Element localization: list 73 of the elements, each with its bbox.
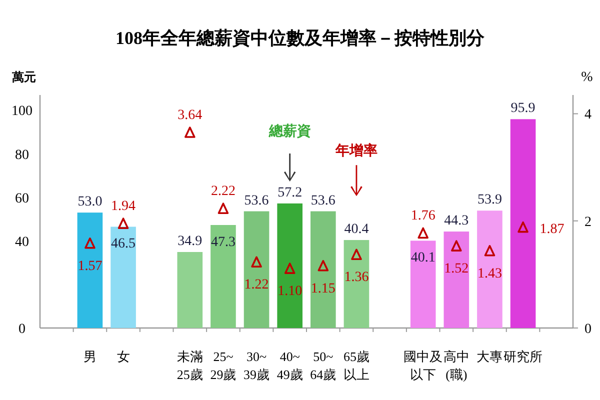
data-label: 1.76 xyxy=(410,208,436,224)
data-label: 53.9 xyxy=(477,192,502,208)
x-tick-label: 65歲以上 xyxy=(343,349,370,382)
bar xyxy=(277,203,303,328)
x-tick-label: 大專 xyxy=(476,349,503,364)
data-label: 53.6 xyxy=(244,193,269,208)
y-tick-label: 100 xyxy=(12,104,32,120)
point xyxy=(84,238,96,249)
data-label: 1.43 xyxy=(477,266,502,282)
bar xyxy=(210,225,236,328)
x-tick-label: 女 xyxy=(116,349,130,364)
x-tick-label: 高中(職) xyxy=(443,349,470,382)
bar xyxy=(510,119,536,328)
point xyxy=(518,221,528,233)
text: 總薪資 xyxy=(268,123,311,140)
x-tick-label: 30~39歲 xyxy=(244,349,270,382)
y2-axis-title: % xyxy=(581,70,594,85)
bar xyxy=(444,232,470,328)
data-label: 57.2 xyxy=(278,185,302,200)
data-label: 95.9 xyxy=(510,101,536,116)
data-label: 34.9 xyxy=(178,234,202,250)
point xyxy=(418,227,428,239)
y-tick-label: 60 xyxy=(15,191,29,206)
x-tick-label: 男 xyxy=(83,349,96,364)
point xyxy=(284,262,296,274)
bar xyxy=(310,211,336,328)
data-label: 1.15 xyxy=(310,281,336,296)
data-label: 1.57 xyxy=(78,258,102,274)
x-tick-label: 50~64歲 xyxy=(310,349,336,382)
x-tick-label: 25~29歲 xyxy=(210,349,236,382)
point xyxy=(484,245,496,256)
bar xyxy=(344,240,370,328)
y-axis-title: 萬元 xyxy=(11,70,36,84)
data-label: 1.52 xyxy=(444,262,469,277)
y2-tick-label: 0 xyxy=(584,322,592,337)
data-label: 1.10 xyxy=(278,284,302,300)
data-label: 46.5 xyxy=(111,236,136,252)
y-tick-label: 40 xyxy=(15,234,29,250)
bar xyxy=(477,210,502,328)
y-tick-label: 80 xyxy=(15,148,29,163)
y2-tick-label: 2 xyxy=(584,214,592,230)
point xyxy=(118,218,129,229)
data-label: 53.0 xyxy=(78,194,102,210)
y2-tick-label: 4 xyxy=(584,108,592,123)
data-label: 1.22 xyxy=(244,278,269,293)
data-label: 53.6 xyxy=(310,193,336,208)
data-label: 2.22 xyxy=(210,184,236,200)
data-label: 40.4 xyxy=(344,222,369,238)
bar xyxy=(77,212,103,328)
point xyxy=(251,256,262,268)
x-tick-label: 國中及以下 xyxy=(404,349,443,382)
x-tick-label: 40~49歲 xyxy=(276,349,303,382)
bar xyxy=(244,211,270,328)
bar xyxy=(177,252,203,328)
bar xyxy=(410,240,436,328)
point xyxy=(451,240,462,252)
point xyxy=(218,202,229,214)
data-label: 40.1 xyxy=(410,250,436,266)
data-label: 47.3 xyxy=(210,235,236,250)
text: 年增率 xyxy=(334,142,378,160)
chart-title: 108年全年總薪資中位數及年增率－按特性別分 xyxy=(116,28,486,48)
x-tick-label: 研究所 xyxy=(504,349,543,364)
bar xyxy=(110,226,136,328)
data-label: 3.64 xyxy=(178,108,202,124)
data-label: 1.87 xyxy=(540,222,564,237)
point xyxy=(184,126,196,138)
point xyxy=(318,260,329,272)
point xyxy=(351,248,362,260)
data-label: 44.3 xyxy=(444,214,469,229)
data-label: 1.36 xyxy=(344,270,369,286)
y-tick-label: 0 xyxy=(18,322,26,337)
x-tick-label: 未滿25歲 xyxy=(176,349,203,382)
data-label: 1.94 xyxy=(111,199,136,214)
